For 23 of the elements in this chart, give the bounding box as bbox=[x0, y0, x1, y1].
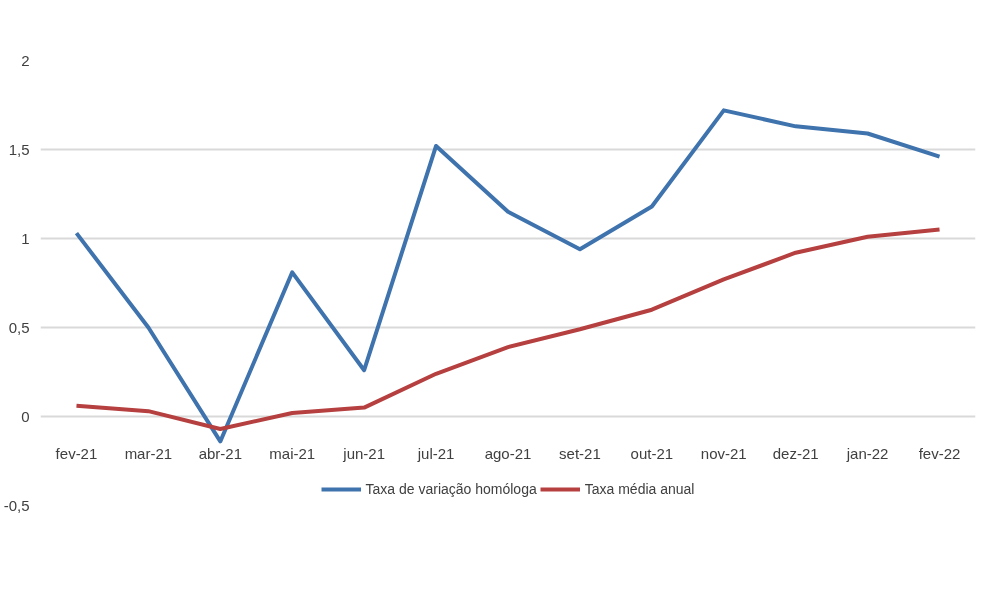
y-tick-label: 0 bbox=[21, 407, 30, 425]
x-tick-label: mai-21 bbox=[269, 444, 316, 462]
x-tick-label: abr-21 bbox=[198, 444, 242, 462]
x-tick-label: out-21 bbox=[630, 444, 674, 462]
x-tick-label: set-21 bbox=[559, 444, 601, 462]
line-series bbox=[74, 108, 942, 444]
x-tick-label: jul-21 bbox=[416, 444, 455, 462]
y-tick-label: 1 bbox=[21, 229, 30, 247]
x-tick-label: fev-21 bbox=[55, 444, 98, 462]
x-tick-label: ago-21 bbox=[484, 444, 532, 462]
x-tick-label: jun-21 bbox=[342, 444, 386, 462]
y-tick-label: 2 bbox=[21, 51, 30, 69]
x-tick-label: jan-22 bbox=[845, 444, 889, 462]
x-tick-label: nov-21 bbox=[700, 444, 747, 462]
y-tick-label: -0,5 bbox=[3, 496, 30, 514]
x-tick-label: mar-21 bbox=[124, 444, 173, 462]
x-tick-label: fev-22 bbox=[918, 444, 961, 462]
y-tick-label: 1,5 bbox=[8, 140, 30, 158]
y-tick-label: 0,5 bbox=[8, 318, 30, 336]
line-series bbox=[74, 227, 942, 431]
x-tick-label: dez-21 bbox=[772, 444, 819, 462]
legend-label: Taxa média anual bbox=[584, 481, 695, 497]
legend-label: Taxa de variação homóloga bbox=[365, 481, 537, 497]
